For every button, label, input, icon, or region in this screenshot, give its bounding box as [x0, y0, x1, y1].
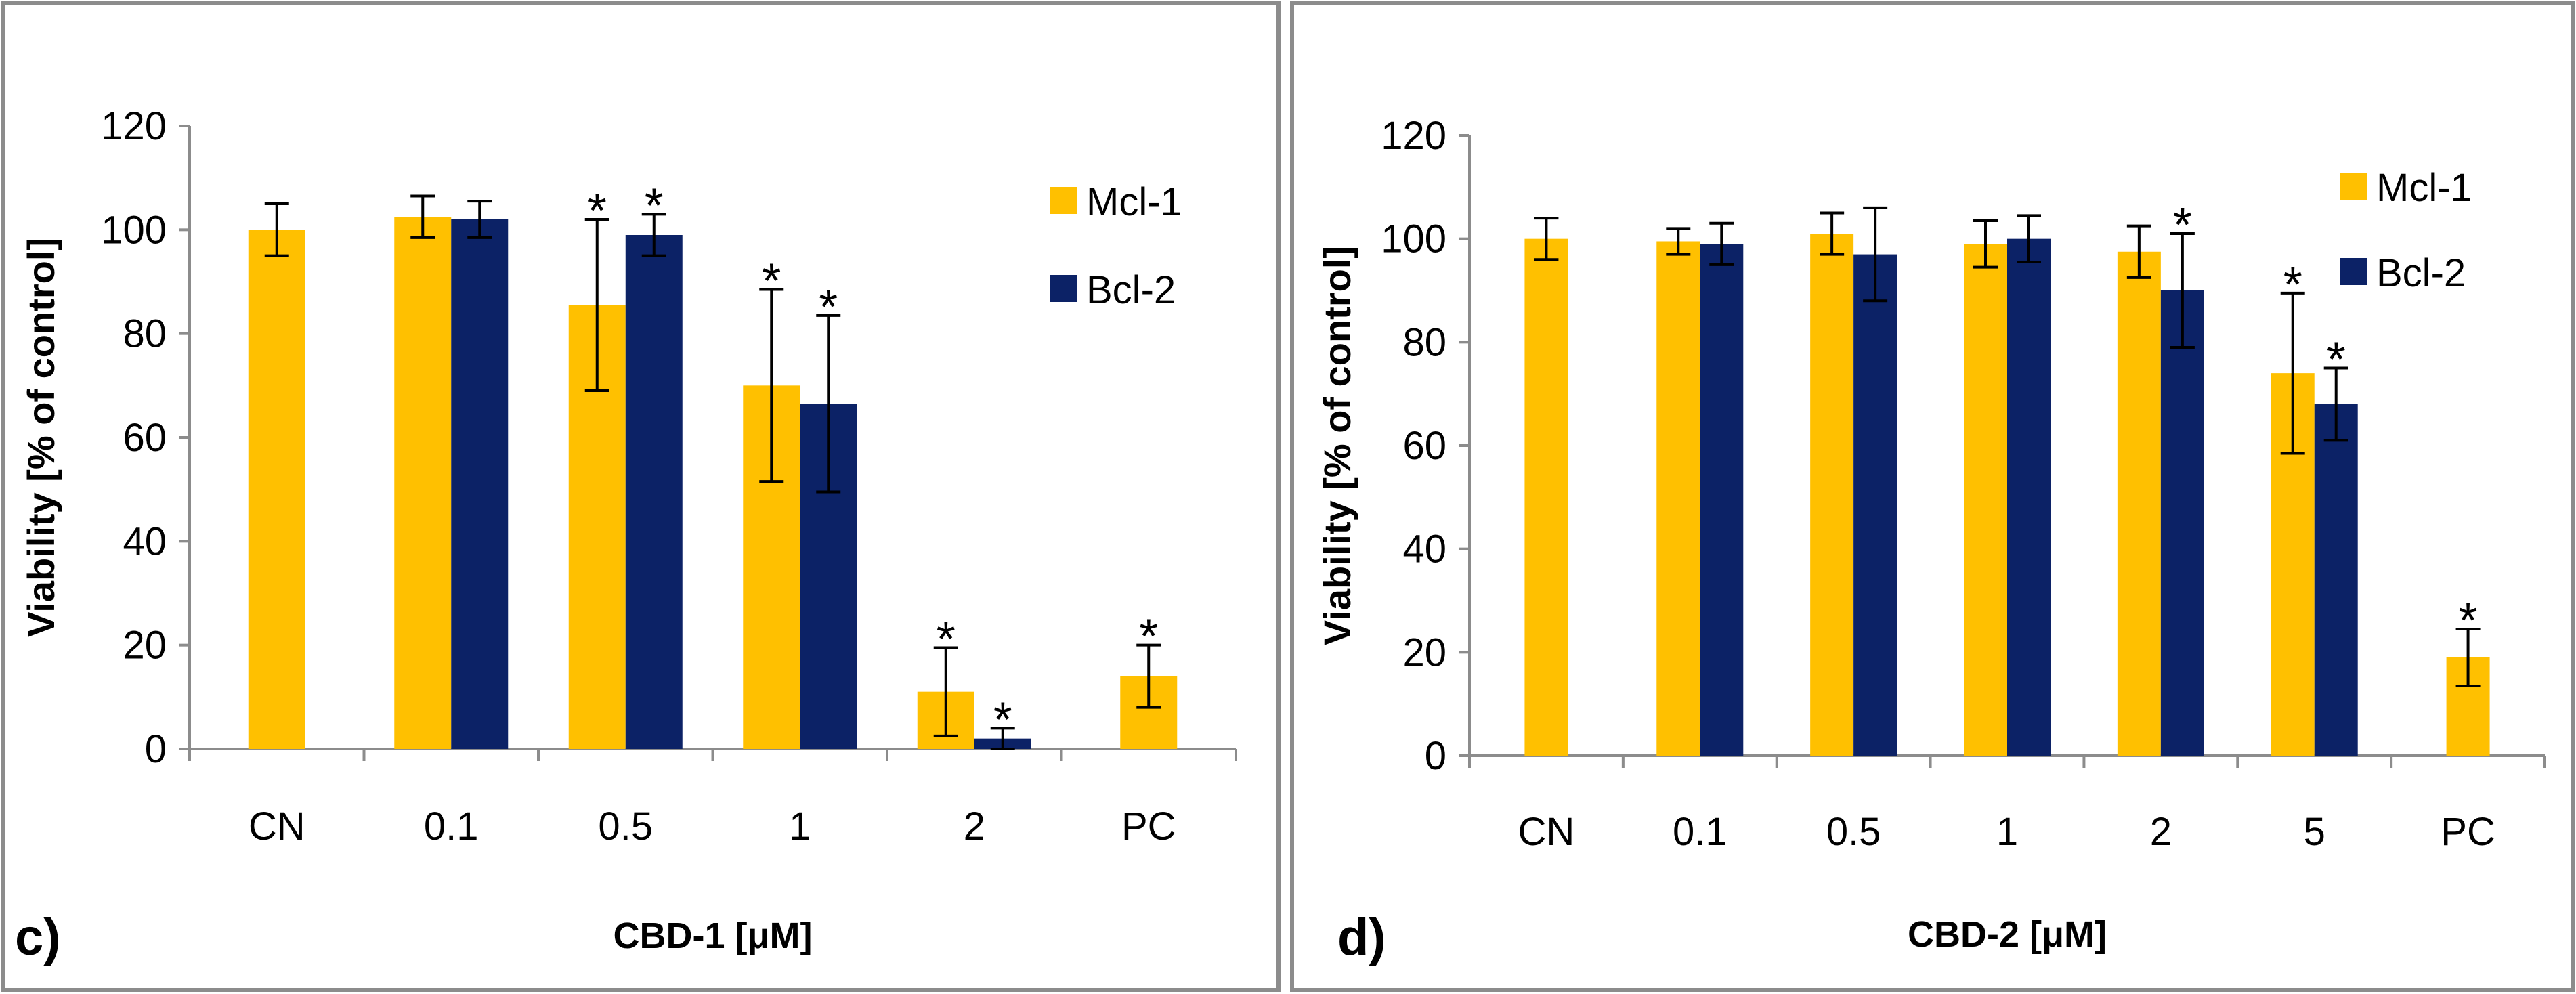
legend-label: Bcl-2 — [2376, 251, 2466, 295]
x-axis-title: CBD-1 [μM] — [614, 915, 813, 956]
significance-star: * — [762, 255, 781, 309]
bcl2-bar — [2314, 404, 2358, 756]
y-axis-title: Viability [% of control] — [20, 238, 62, 637]
y-tick-label: 0 — [145, 727, 167, 771]
x-tick-label: 0.1 — [1673, 810, 1727, 854]
significance-star: * — [819, 280, 838, 334]
x-tick-label: 2 — [2150, 810, 2172, 854]
bcl2-bar — [451, 219, 509, 749]
panel-c-chart: 0 20 40 60 80 100 120 CN 0.1 0.5 1 2 PC * * * * * * * Mcl-1 B… — [15, 104, 1237, 966]
x-tick-label: 0.1 — [424, 804, 479, 848]
y-axis-title: Viability [% of control] — [1316, 246, 1358, 645]
y-tick-label: 120 — [1381, 114, 1446, 158]
significance-star: * — [937, 613, 956, 667]
significance-star: * — [645, 179, 664, 233]
bcl2-bar — [1700, 244, 1744, 756]
significance-star: * — [588, 184, 607, 238]
panel-letter: d) — [1337, 909, 1386, 966]
mcl1-bar — [394, 217, 452, 750]
x-tick-label: PC — [1121, 804, 1176, 848]
x-tick-label: 1 — [789, 804, 811, 848]
x-tick-label: 5 — [2304, 810, 2325, 854]
bcl2-bar — [2160, 290, 2204, 756]
y-tick-label: 100 — [101, 208, 167, 252]
legend-label: Mcl-1 — [2376, 166, 2472, 210]
x-tick-label: 2 — [964, 804, 985, 848]
y-tick-label: 80 — [1402, 320, 1446, 364]
y-tick-label: 20 — [123, 624, 167, 668]
y-tick-label: 120 — [101, 104, 167, 148]
x-axis-title: CBD-2 [μM] — [1908, 914, 2107, 955]
mcl1-bar — [1656, 241, 1700, 756]
panel-d-frame — [1290, 1, 2575, 992]
x-tick-label: CN — [249, 804, 305, 848]
mcl1-bar — [248, 230, 305, 749]
bcl2-bar — [625, 235, 683, 749]
y-tick-label: 60 — [123, 416, 167, 460]
x-tick-label: 1 — [1996, 810, 2018, 854]
panel-d-chart: 0 20 40 60 80 100 120 CN 0.1 0.5 1 2 5 PC * * * * Mcl-1 Bcl… — [1316, 114, 2546, 966]
mcl1-legend-swatch — [2340, 173, 2367, 200]
mcl1-bar — [1524, 238, 1568, 756]
y-tick-label: 80 — [123, 312, 167, 356]
significance-star: * — [1139, 610, 1158, 664]
legend-label: Mcl-1 — [1086, 180, 1182, 224]
y-tick-label: 100 — [1381, 217, 1446, 261]
significance-star: * — [993, 693, 1012, 747]
y-tick-label: 60 — [1402, 424, 1446, 468]
y-tick-label: 20 — [1402, 630, 1446, 674]
significance-star: * — [2327, 333, 2346, 387]
y-tick-label: 40 — [1402, 527, 1446, 571]
y-tick-label: 40 — [123, 519, 167, 563]
mcl1-bar — [1964, 244, 2007, 756]
significance-star: * — [2283, 258, 2302, 312]
significance-star: * — [2459, 594, 2478, 648]
mcl1-bar — [1810, 234, 1854, 756]
x-tick-label: PC — [2441, 810, 2495, 854]
bcl2-legend-swatch — [1050, 275, 1077, 302]
x-tick-label: CN — [1518, 810, 1575, 854]
panel-letter: c) — [15, 909, 61, 966]
mcl1-legend-swatch — [1050, 187, 1077, 214]
significance-star: * — [2173, 198, 2192, 253]
legend-label: Bcl-2 — [1086, 268, 1176, 312]
mcl1-bar — [2117, 251, 2161, 756]
bcl2-bar — [2007, 238, 2051, 756]
bcl2-legend-swatch — [2340, 258, 2367, 285]
y-tick-label: 0 — [1425, 734, 1446, 778]
x-tick-label: 0.5 — [1826, 810, 1881, 854]
x-tick-label: 0.5 — [598, 804, 653, 848]
bcl2-bar — [1853, 254, 1897, 756]
